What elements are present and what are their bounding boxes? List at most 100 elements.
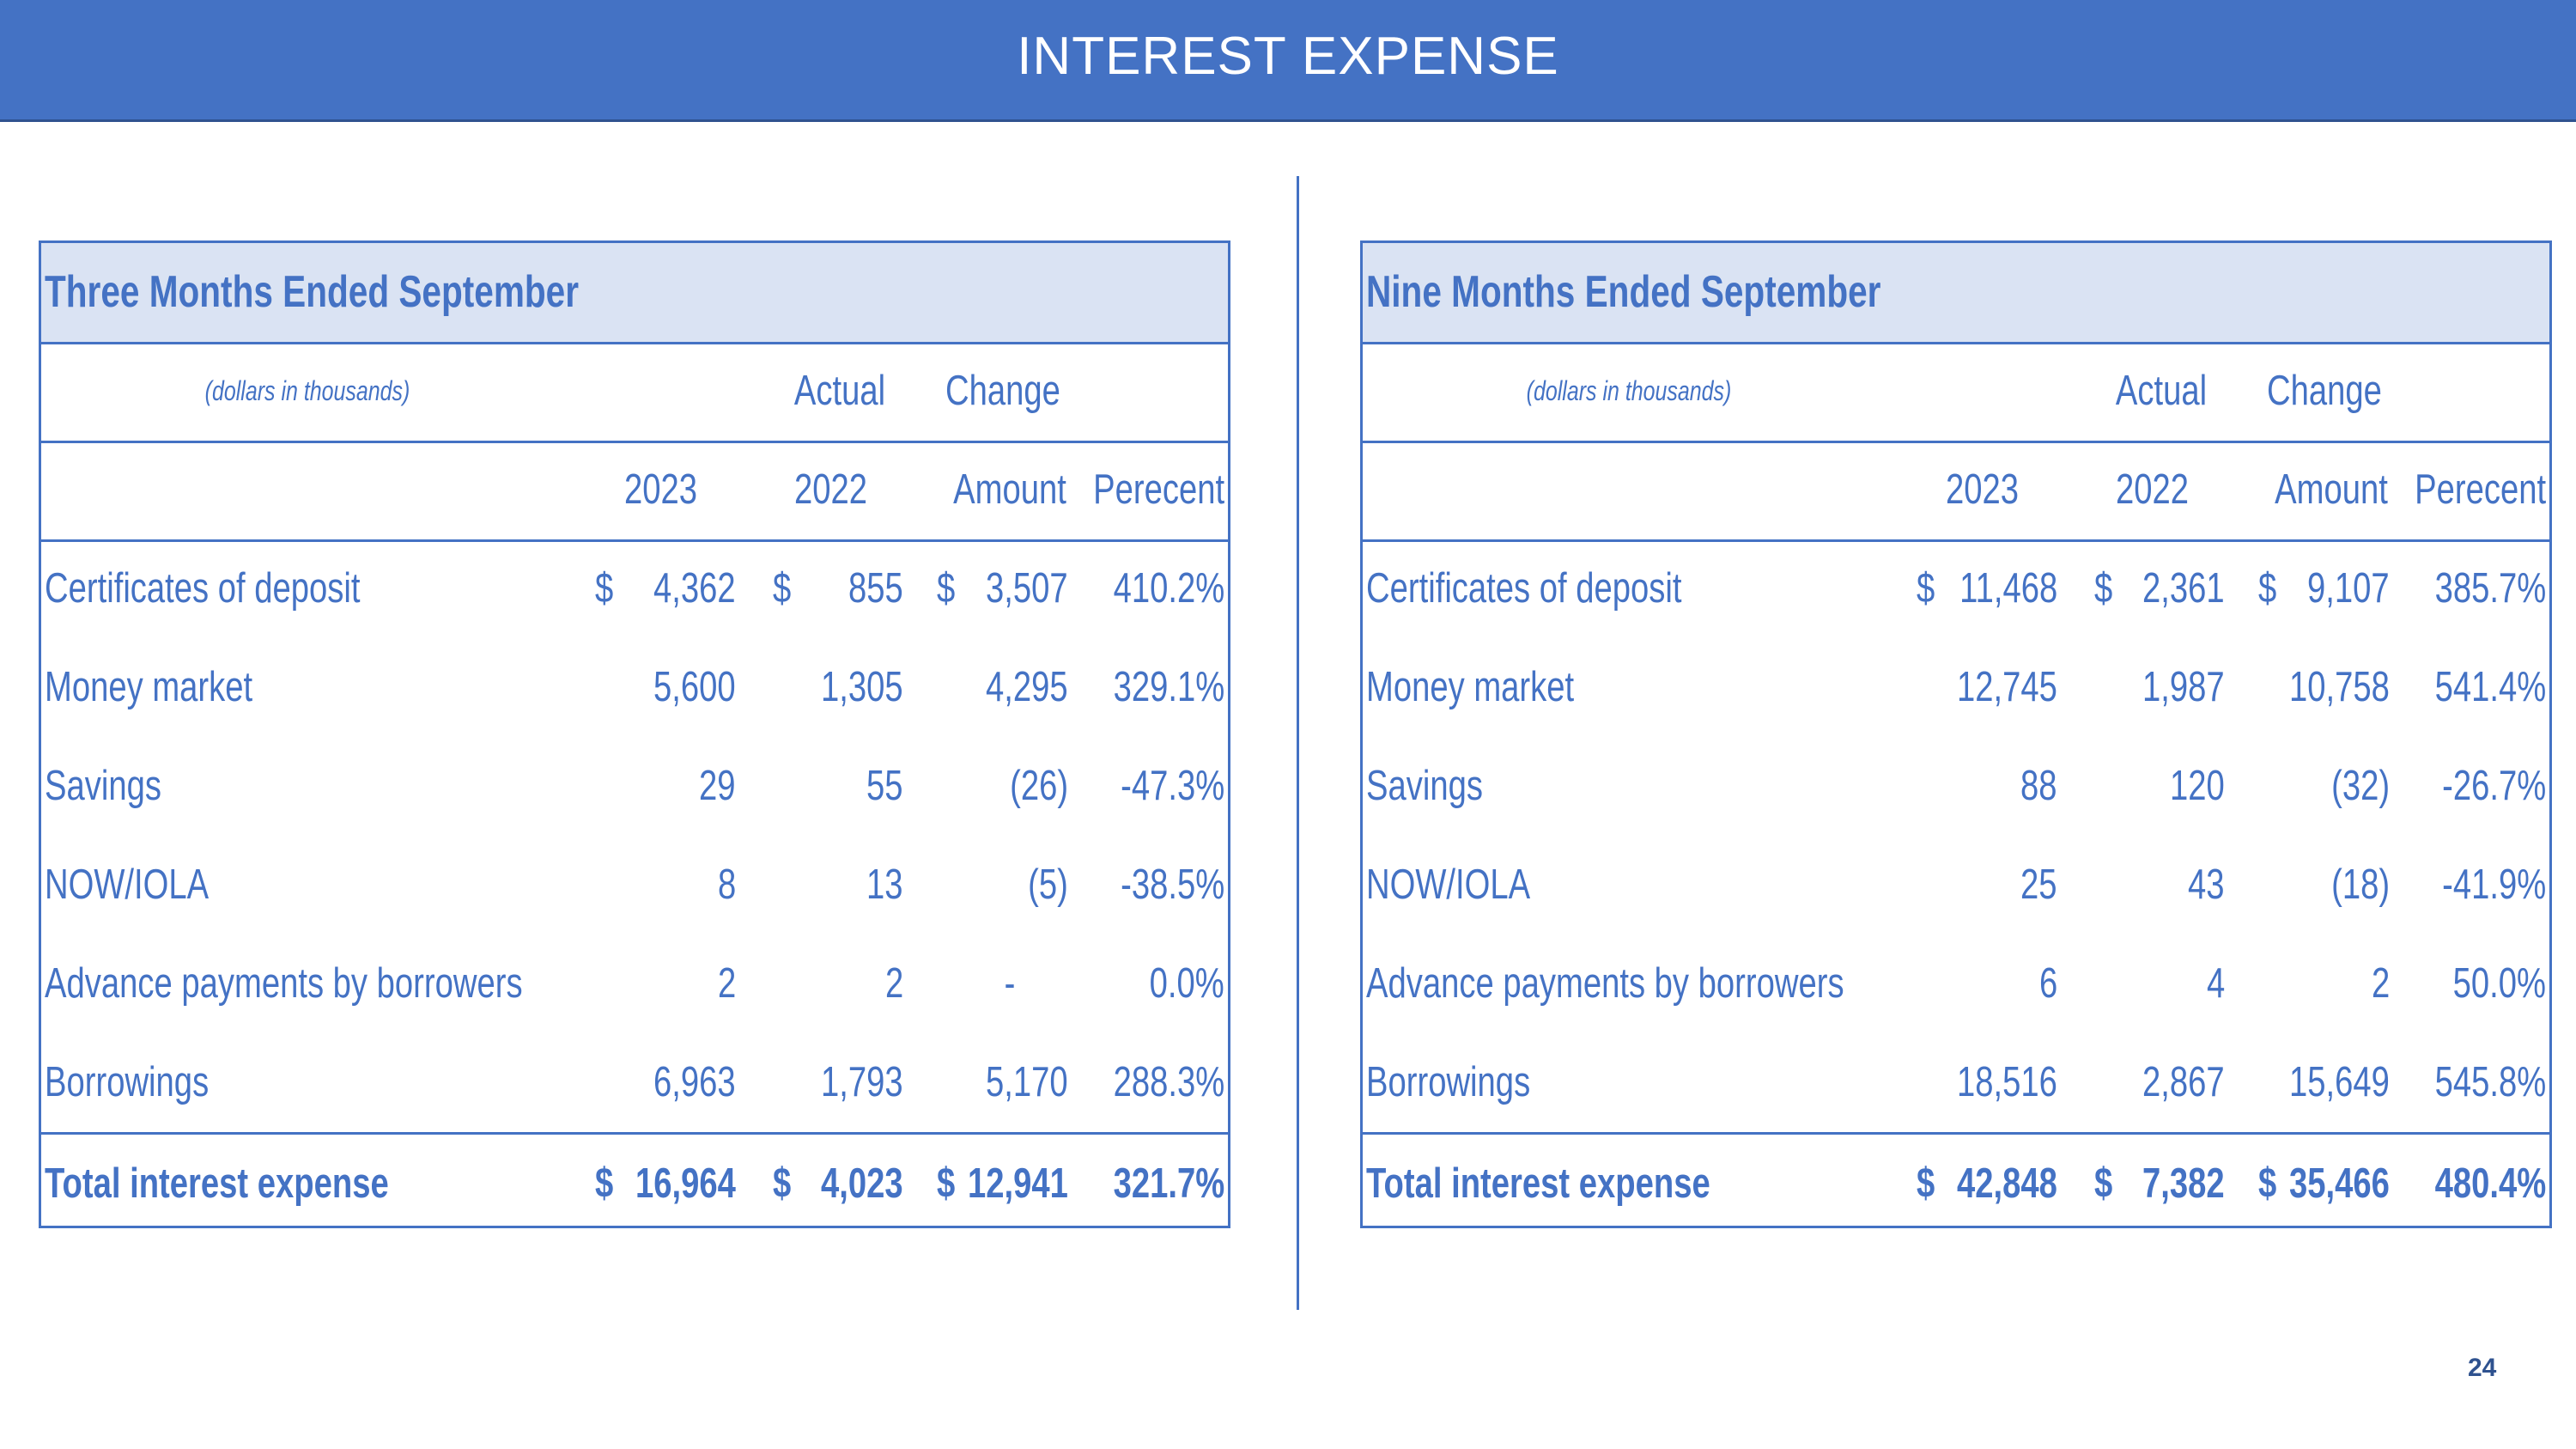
table-row: Money market 5,600 1,305 4,295 329.1%	[41, 638, 1228, 737]
value-2023: 11,468	[1959, 565, 2057, 612]
value-2023: 2	[717, 960, 736, 1007]
value-2022: 1,305	[821, 664, 903, 710]
value-2022: 855	[848, 565, 903, 612]
change-percent: -41.9%	[2441, 861, 2546, 908]
change-percent: 410.2%	[1113, 565, 1224, 612]
row-label: Advance payments by borrowers	[45, 960, 523, 1007]
change-percent: 329.1%	[1113, 664, 1224, 710]
row-label: Certificates of deposit	[1366, 565, 1682, 612]
change-percent: -38.5%	[1120, 861, 1224, 908]
value-2022: 2,867	[2142, 1059, 2225, 1105]
change-percent: 385.7%	[2434, 565, 2546, 612]
value-2023: 6	[2038, 960, 2057, 1007]
change-amount: (32)	[2331, 763, 2390, 809]
dollar-sign: $	[595, 1160, 614, 1207]
total-label: Total interest expense	[45, 1160, 389, 1207]
value-2023: 8	[717, 861, 736, 908]
dollar-sign: $	[2094, 1160, 2113, 1207]
change-percent: 0.0%	[1149, 960, 1224, 1007]
total-row: Total interest expense $42,848 $7,382 $35,4…	[1363, 1132, 2549, 1233]
change-amount: (5)	[1028, 861, 1068, 908]
row-label: Savings	[1366, 763, 1483, 809]
col-2023-header: 2023	[1945, 466, 2019, 513]
table-row: Advance payments by borrowers 6 4 2 50.0%	[1363, 935, 2549, 1033]
units-note: (dollars in thousands)	[1526, 375, 1732, 406]
panel-divider	[1297, 176, 1299, 1310]
group-header-row: (dollars in thousands) Actual Change	[1363, 342, 2549, 443]
dollar-sign: $	[937, 565, 956, 612]
table-row: Certificates of deposit $11,468 $2,361 $9,1…	[1363, 539, 2549, 638]
change-amount: -	[1004, 960, 1015, 1007]
units-note: (dollars in thousands)	[204, 375, 410, 406]
change-amount: 9,107	[2307, 565, 2390, 612]
change-amount: 3,507	[986, 565, 1068, 612]
total-2022: 4,023	[821, 1160, 903, 1207]
table-title-row: Nine Months Ended September	[1363, 243, 2549, 344]
table-row: Advance payments by borrowers 2 2 - 0.0%	[41, 935, 1228, 1033]
row-label: NOW/IOLA	[45, 861, 210, 908]
value-2022: 4	[2206, 960, 2225, 1007]
change-amount: 10,758	[2289, 664, 2390, 710]
value-2022: 13	[866, 861, 903, 908]
col-percent-header: Perecent	[2415, 466, 2546, 513]
group-actual-header: Actual	[2115, 368, 2208, 414]
value-2022: 43	[2188, 861, 2225, 908]
row-label: Borrowings	[1366, 1059, 1531, 1105]
change-amount: 15,649	[2289, 1059, 2390, 1105]
total-2023: 16,964	[635, 1160, 736, 1207]
row-label: Advance payments by borrowers	[1366, 960, 1844, 1007]
value-2023: 5,600	[653, 664, 736, 710]
total-percent: 321.7%	[1113, 1160, 1224, 1207]
change-percent: 541.4%	[2434, 664, 2546, 710]
value-2023: 6,963	[653, 1059, 736, 1105]
value-2023: 25	[2020, 861, 2057, 908]
value-2022: 2,361	[2142, 565, 2225, 612]
col-amount-header: Amount	[2275, 466, 2388, 513]
column-header-row: 2023 2022 Amount Perecent	[41, 441, 1228, 542]
value-2023: 18,516	[1957, 1059, 2057, 1105]
change-percent: 288.3%	[1113, 1059, 1224, 1105]
row-label: Borrowings	[45, 1059, 210, 1105]
value-2022: 1,987	[2142, 664, 2225, 710]
total-percent: 480.4%	[2434, 1160, 2546, 1207]
table-row: Money market 12,745 1,987 10,758 541.4%	[1363, 638, 2549, 737]
table-row: Borrowings 18,516 2,867 15,649 545.8%	[1363, 1033, 2549, 1132]
page-number: 24	[2468, 1354, 2497, 1382]
value-2023: 12,745	[1957, 664, 2057, 710]
change-percent: 50.0%	[2452, 960, 2546, 1007]
table-title: Nine Months Ended September	[1366, 267, 1881, 317]
table-row: Certificates of deposit $4,362 $855 $3,507 4…	[41, 539, 1228, 638]
dollar-sign: $	[773, 565, 792, 612]
col-percent-header: Perecent	[1093, 466, 1224, 513]
change-amount: (18)	[2331, 861, 2390, 908]
value-2023: 29	[699, 763, 736, 809]
value-2022: 55	[866, 763, 903, 809]
total-2023: 42,848	[1957, 1160, 2057, 1207]
row-label: NOW/IOLA	[1366, 861, 1531, 908]
table-row: Savings 88 120 (32) -26.7%	[1363, 737, 2549, 836]
table-row: NOW/IOLA 25 43 (18) -41.9%	[1363, 836, 2549, 935]
slide-header: INTEREST EXPENSE	[0, 0, 2576, 122]
value-2023: 88	[2020, 763, 2057, 809]
column-header-row: 2023 2022 Amount Perecent	[1363, 441, 2549, 542]
change-percent: 545.8%	[2434, 1059, 2546, 1105]
value-2023: 4,362	[653, 565, 736, 612]
dollar-sign: $	[1917, 565, 1935, 612]
dollar-sign: $	[2258, 565, 2277, 612]
row-label: Money market	[45, 664, 253, 710]
col-amount-header: Amount	[953, 466, 1066, 513]
change-percent: -26.7%	[2441, 763, 2546, 809]
row-label: Savings	[45, 763, 161, 809]
col-2023-header: 2023	[623, 466, 697, 513]
table-title-row: Three Months Ended September	[41, 243, 1228, 344]
group-header-row: (dollars in thousands) Actual Change	[41, 342, 1228, 443]
total-2022: 7,382	[2142, 1160, 2225, 1207]
dollar-sign: $	[2258, 1160, 2277, 1207]
table-row: Savings 29 55 (26) -47.3%	[41, 737, 1228, 836]
table-title: Three Months Ended September	[45, 267, 580, 317]
value-2022: 1,793	[821, 1059, 903, 1105]
dollar-sign: $	[595, 565, 614, 612]
dollar-sign: $	[2094, 565, 2113, 612]
nine-months-table: Nine Months Ended September (dollars in t…	[1360, 240, 2552, 1228]
dollar-sign: $	[1917, 1160, 1935, 1207]
